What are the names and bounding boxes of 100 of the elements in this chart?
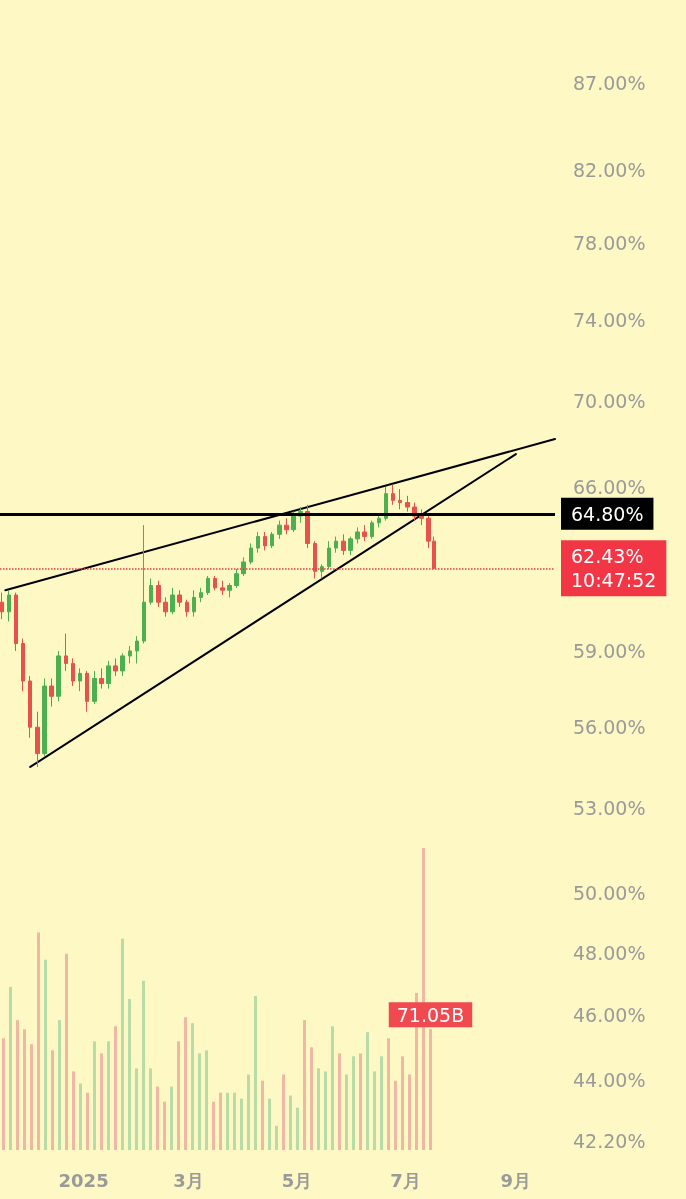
candlestick [21, 638, 25, 692]
bar [142, 980, 145, 1150]
x-tick-label: 9月 [500, 1169, 532, 1191]
bar [254, 995, 257, 1150]
candlestick [14, 592, 18, 652]
bar [72, 1071, 75, 1150]
candlestick [355, 526, 360, 544]
y-tick-label: 44.00% [573, 1068, 646, 1091]
bar [366, 1032, 369, 1150]
bar [86, 1092, 89, 1150]
bar [44, 959, 47, 1150]
bar [128, 999, 131, 1150]
bar [233, 1092, 236, 1150]
candlestick [277, 520, 282, 540]
bar [261, 1080, 264, 1150]
bar [191, 1023, 194, 1150]
y-tick-label: 48.00% [573, 941, 646, 964]
bar [240, 1098, 243, 1150]
candlestick [28, 675, 32, 739]
bar [268, 1098, 271, 1150]
bar [317, 1068, 320, 1150]
bar [275, 1125, 278, 1150]
bar [387, 1038, 390, 1150]
candlestick [85, 670, 89, 713]
candlestick [71, 657, 75, 687]
bar [2, 1038, 5, 1150]
candlestick [241, 556, 246, 577]
bar [296, 1107, 299, 1150]
bar [394, 1080, 397, 1150]
candlestick [334, 536, 338, 554]
candlestick [64, 633, 68, 672]
candlestick [305, 504, 310, 549]
bar [114, 1026, 117, 1150]
candlestick [270, 531, 274, 549]
candlestick [120, 652, 125, 677]
candlestick [391, 484, 395, 506]
y-tick-label: 70.00% [573, 389, 646, 412]
candlestick [213, 575, 217, 591]
y-tick-label: 53.00% [573, 796, 646, 819]
x-tick-label: 2025 [58, 1169, 109, 1191]
candlestick [199, 587, 203, 603]
candlestick [192, 589, 196, 618]
bar [373, 1071, 376, 1150]
candlestick [348, 536, 353, 556]
bar [58, 1020, 61, 1150]
y-tick-label: 78.00% [573, 231, 646, 254]
bar [408, 1074, 411, 1150]
bar [9, 986, 12, 1150]
candlestick [377, 513, 381, 528]
x-tick-label: 3月 [173, 1169, 204, 1191]
candlestick [227, 582, 232, 598]
candlestick [35, 711, 40, 768]
data-label: 71.05B [396, 1003, 465, 1026]
candlestick [313, 540, 317, 579]
bar [37, 932, 40, 1150]
ref-line-label: 64.80% [571, 502, 644, 525]
y-tick-label: 82.00% [573, 158, 646, 181]
bar [212, 1101, 215, 1150]
bar [16, 1020, 19, 1150]
candlestick [113, 657, 118, 677]
y-tick-label: 59.00% [573, 639, 646, 662]
candlestick [163, 596, 168, 618]
candlestick [185, 599, 189, 618]
candlestick [263, 531, 267, 551]
bar [324, 1071, 327, 1150]
bar [429, 1029, 432, 1150]
y-tick-label: 87.00% [573, 72, 646, 94]
candlestick [0, 592, 4, 620]
bar [198, 1053, 201, 1150]
candlestick [142, 524, 146, 645]
candlestick [419, 508, 424, 526]
candlestick [149, 577, 153, 606]
y-tick-label: 56.00% [573, 716, 646, 739]
bar [219, 1092, 222, 1150]
candlestick [398, 488, 402, 510]
candlestick [177, 589, 182, 608]
bar [107, 1041, 110, 1150]
candlestick [405, 495, 410, 513]
bar [205, 1050, 208, 1150]
candlestick [156, 580, 161, 608]
candlestick [49, 677, 54, 708]
candlestick [206, 575, 210, 596]
candlestick [291, 511, 296, 533]
candlestick [327, 540, 331, 570]
y-tick-label: 66.00% [573, 475, 646, 498]
bar [247, 1074, 250, 1150]
bar [289, 1095, 292, 1150]
candlestick [362, 524, 367, 542]
bar [380, 1056, 383, 1150]
candlestick [128, 645, 132, 664]
bar [135, 1068, 138, 1150]
bar [23, 1029, 26, 1150]
bar [93, 1041, 96, 1150]
bar [51, 1050, 54, 1150]
candlestick [256, 531, 260, 554]
candlestick [234, 568, 239, 589]
candlestick [78, 667, 82, 692]
x-tick-label: 7月 [390, 1169, 421, 1191]
bar [163, 1101, 166, 1150]
candlestick [42, 677, 47, 757]
